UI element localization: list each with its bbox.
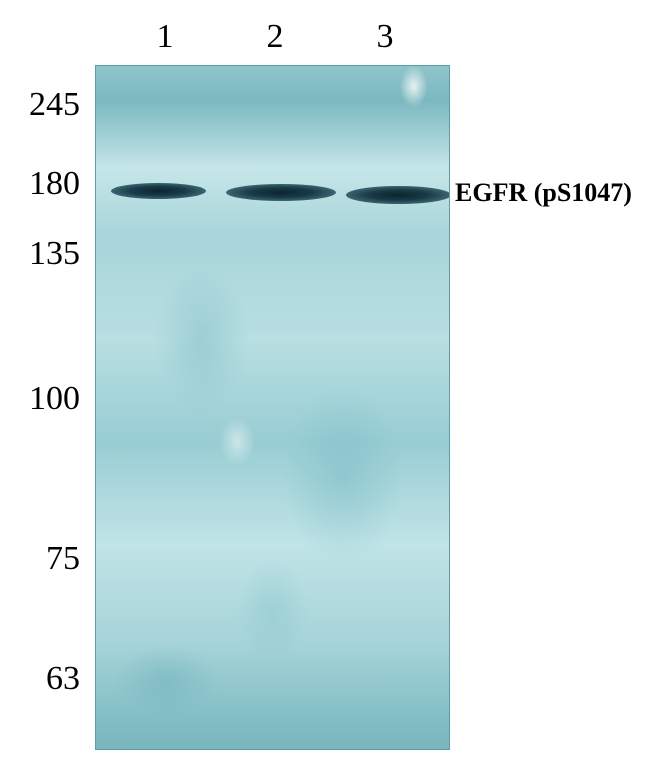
blot-membrane: [95, 65, 450, 750]
lane-label-3: 3: [377, 18, 394, 56]
lane-label-2: 2: [267, 18, 284, 56]
band-lane-1: [111, 183, 206, 199]
band-lane-3: [346, 186, 450, 204]
mw-100: 100: [5, 380, 80, 418]
mw-180: 180: [5, 165, 80, 203]
mw-63: 63: [5, 660, 80, 698]
lane-label-1: 1: [157, 18, 174, 56]
western-blot-figure: 1 2 3 245 180 135 100 75 63 EGFR (pS1047…: [0, 0, 650, 765]
mw-135: 135: [5, 235, 80, 273]
membrane-highlight: [96, 66, 449, 749]
target-protein-label: EGFR (pS1047): [455, 178, 632, 208]
mw-75: 75: [5, 540, 80, 578]
lane-labels-row: 1 2 3: [110, 18, 440, 56]
mw-245: 245: [5, 86, 80, 124]
band-lane-2: [226, 184, 336, 201]
